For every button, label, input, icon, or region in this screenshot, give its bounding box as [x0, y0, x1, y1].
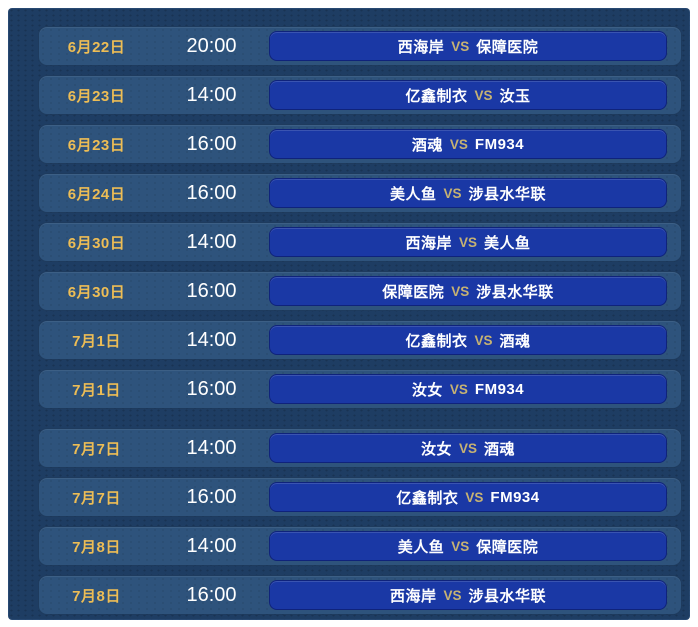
match-time: 14:00 — [186, 436, 237, 459]
away-team-label: 保障医院 — [476, 38, 539, 56]
match-row: 7月7日 16:00 亿鑫制衣 VS FM934 — [38, 477, 682, 517]
away-team-label: 涉县水华联 — [468, 587, 547, 605]
match-card[interactable]: 酒魂 VS FM934 — [269, 129, 667, 159]
away-team-label: 保障医院 — [476, 538, 539, 556]
match-date: 7月1日 — [72, 381, 121, 399]
match-card[interactable]: 美人鱼 VS 涉县水华联 — [269, 178, 667, 208]
home-team-label: 西海岸 — [405, 234, 452, 252]
match-row: 6月23日 14:00 亿鑫制衣 VS 汝玉 — [38, 75, 682, 115]
vs-label: VS — [443, 185, 462, 201]
away-team-label: 美人鱼 — [484, 234, 531, 252]
vs-label: VS — [443, 587, 462, 603]
match-row: 7月7日 14:00 汝女 VS 酒魂 — [38, 428, 682, 468]
match-date: 7月8日 — [72, 587, 121, 605]
match-time: 20:00 — [186, 34, 237, 57]
match-time: 14:00 — [186, 83, 237, 106]
match-row: 7月1日 14:00 亿鑫制衣 VS 酒魂 — [38, 320, 682, 360]
away-team-label: FM934 — [474, 380, 525, 398]
away-team-label: 涉县水华联 — [476, 283, 554, 301]
home-team-label: 西海岸 — [397, 38, 445, 56]
match-row: 6月24日 16:00 美人鱼 VS 涉县水华联 — [38, 173, 682, 213]
vs-label: VS — [451, 38, 470, 54]
away-team-label: 汝玉 — [499, 87, 531, 105]
away-team-label: FM934 — [474, 135, 525, 153]
vs-label: VS — [449, 381, 468, 397]
home-team-label: 西海岸 — [389, 587, 437, 605]
match-schedule-panel: 6月22日 20:00 西海岸 VS 保障医院 6月23日 14:00 亿鑫制衣… — [8, 8, 690, 620]
away-team-label: 酒魂 — [484, 440, 516, 458]
match-time: 16:00 — [186, 132, 237, 155]
home-team-label: 亿鑫制衣 — [405, 332, 468, 350]
match-row: 7月8日 16:00 西海岸 VS 涉县水华联 — [38, 575, 682, 615]
match-card[interactable]: 亿鑫制衣 VS 汝玉 — [269, 80, 667, 110]
vs-label: VS — [458, 234, 477, 250]
match-date: 6月23日 — [67, 136, 126, 154]
away-team-label: 涉县水华联 — [468, 185, 547, 203]
home-team-label: 亿鑫制衣 — [405, 87, 468, 105]
match-date: 6月30日 — [67, 234, 126, 252]
vs-label: VS — [458, 440, 477, 456]
home-team-label: 美人鱼 — [389, 185, 437, 203]
away-team-label: FM934 — [490, 488, 540, 506]
match-time: 16:00 — [186, 181, 237, 204]
vs-label: VS — [465, 489, 484, 505]
vs-label: VS — [449, 136, 468, 152]
match-date: 7月1日 — [72, 332, 121, 350]
match-row: 6月23日 16:00 酒魂 VS FM934 — [38, 124, 682, 164]
match-time: 14:00 — [186, 328, 237, 351]
match-time: 16:00 — [186, 583, 237, 606]
home-team-label: 汝女 — [411, 381, 443, 399]
match-time: 14:00 — [186, 534, 237, 557]
match-date: 7月7日 — [72, 440, 121, 458]
vs-label: VS — [451, 538, 470, 554]
home-team-label: 亿鑫制衣 — [396, 489, 459, 507]
match-card[interactable]: 亿鑫制衣 VS 酒魂 — [269, 325, 667, 355]
match-row: 6月30日 16:00 保障医院 VS 涉县水华联 — [38, 271, 682, 311]
match-card[interactable]: 西海岸 VS 保障医院 — [269, 31, 667, 61]
match-time: 16:00 — [186, 485, 237, 508]
match-row: 6月22日 20:00 西海岸 VS 保障医院 — [38, 26, 682, 66]
match-date: 7月7日 — [72, 489, 121, 507]
match-time: 16:00 — [186, 377, 237, 400]
match-card[interactable]: 汝女 VS 酒魂 — [269, 433, 667, 463]
match-time: 14:00 — [186, 230, 237, 253]
match-date: 7月8日 — [72, 538, 121, 556]
match-date: 6月24日 — [67, 185, 126, 203]
match-rows-container: 6月22日 20:00 西海岸 VS 保障医院 6月23日 14:00 亿鑫制衣… — [38, 26, 682, 615]
match-row: 6月30日 14:00 西海岸 VS 美人鱼 — [38, 222, 682, 262]
vs-label: VS — [474, 332, 493, 348]
match-date: 6月30日 — [67, 283, 126, 301]
match-row: 7月1日 16:00 汝女 VS FM934 — [38, 369, 682, 409]
away-team-label: 酒魂 — [499, 332, 531, 350]
home-team-label: 美人鱼 — [397, 538, 445, 556]
match-row: 7月8日 14:00 美人鱼 VS 保障医院 — [38, 526, 682, 566]
match-card[interactable]: 西海岸 VS 涉县水华联 — [269, 580, 667, 610]
match-card[interactable]: 西海岸 VS 美人鱼 — [269, 227, 667, 257]
match-card[interactable]: 汝女 VS FM934 — [269, 374, 667, 404]
match-card[interactable]: 亿鑫制衣 VS FM934 — [269, 482, 667, 512]
match-card[interactable]: 保障医院 VS 涉县水华联 — [269, 276, 667, 306]
vs-label: VS — [451, 283, 470, 299]
match-date: 6月23日 — [67, 87, 126, 105]
match-card[interactable]: 美人鱼 VS 保障医院 — [269, 531, 667, 561]
home-team-label: 保障医院 — [382, 283, 445, 301]
vs-label: VS — [474, 87, 493, 103]
home-team-label: 酒魂 — [411, 136, 443, 154]
match-time: 16:00 — [186, 279, 237, 302]
match-date: 6月22日 — [67, 38, 126, 56]
home-team-label: 汝女 — [420, 440, 452, 458]
